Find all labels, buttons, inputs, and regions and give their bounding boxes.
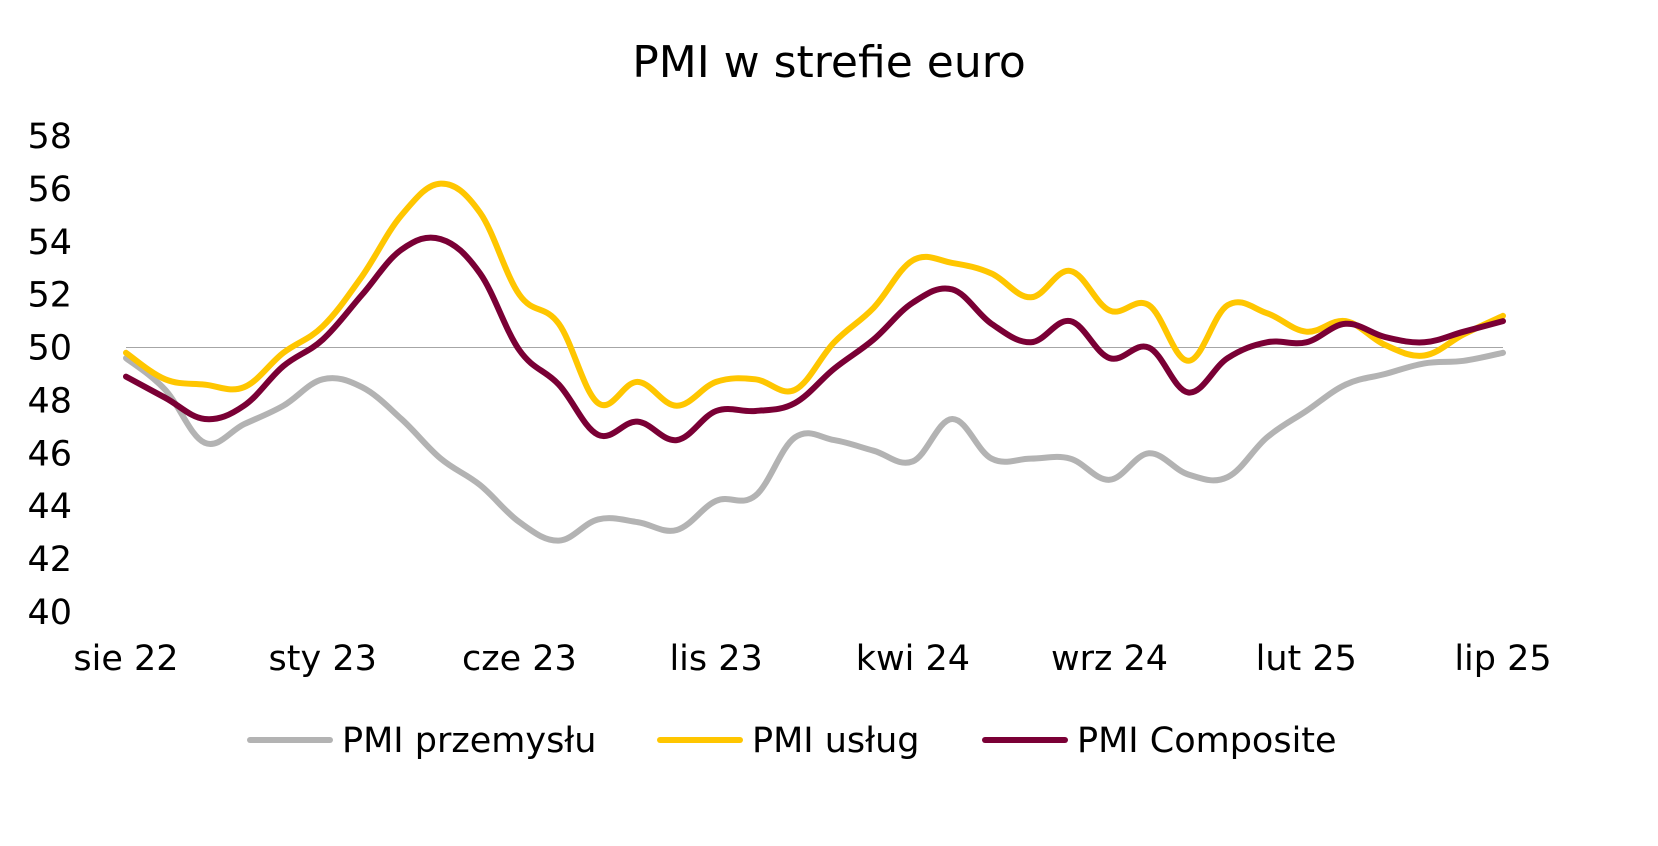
x-tick-label: lip 25 [1454,639,1551,679]
y-tick-label: 46 [27,434,72,474]
legend-item-pmi-przemyslu: PMI przemysłu [247,721,596,761]
series-lines [123,180,1506,544]
x-tick-label: kwi 24 [856,639,970,679]
x-tick-label: cze 23 [462,639,577,679]
x-tick-label: lut 25 [1256,639,1357,679]
x-tick-label: sie 22 [73,639,178,679]
y-tick-label: 50 [27,329,72,369]
chart-title: PMI w strefie euro [632,37,1026,88]
series-line-pmi-uslug [123,180,1506,409]
y-tick-label: 58 [27,117,72,157]
y-tick-label: 42 [27,540,72,580]
x-axis-tick-labels: sie 22 sty 23 cze 23 lis 23 kwi 24 wrz 24 lut … [73,639,1551,679]
y-tick-label: 44 [27,487,72,527]
y-tick-label: 54 [27,223,72,263]
y-tick-label: 48 [27,381,72,421]
legend-label: PMI przemysłu [342,721,596,761]
legend: PMI przemysłu PMI usług PMI Composite [247,721,1337,761]
legend-item-pmi-uslug: PMI usług [657,721,920,761]
y-tick-label: 56 [27,170,72,210]
x-tick-label: sty 23 [269,639,377,679]
legend-label: PMI usług [752,721,920,761]
y-tick-label: 52 [27,276,72,316]
legend-label: PMI Composite [1077,721,1337,761]
series-line-pmi-przemyslu [123,349,1506,544]
y-tick-label: 40 [27,593,72,633]
x-tick-label: wrz 24 [1051,639,1168,679]
y-axis-tick-labels: 40 42 44 46 48 50 52 54 56 58 [27,117,72,633]
legend-item-pmi-composite: PMI Composite [982,721,1337,761]
series-line-pmi-composite [123,234,1506,444]
x-tick-label: lis 23 [669,639,762,679]
